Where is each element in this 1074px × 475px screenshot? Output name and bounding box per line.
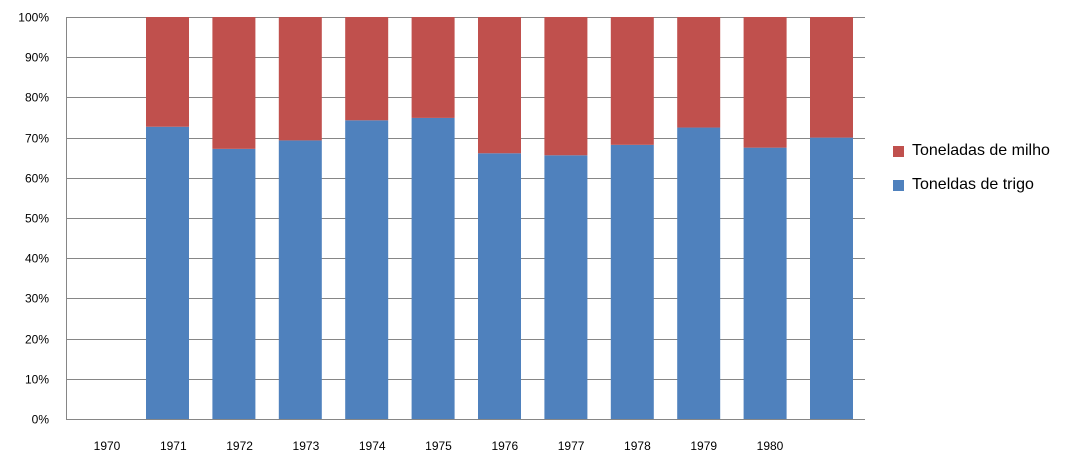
bar-segment-trigo bbox=[544, 155, 588, 419]
bar-segment-trigo bbox=[345, 120, 389, 420]
bar-segment-milho bbox=[212, 17, 256, 149]
x-tick-label: 1974 bbox=[359, 439, 386, 453]
x-tick-label: 1979 bbox=[690, 439, 717, 453]
bar-segment-milho bbox=[610, 17, 654, 145]
bar-segment-trigo bbox=[278, 140, 322, 419]
y-tick-label: 40% bbox=[25, 252, 49, 266]
x-tick-label: 1973 bbox=[293, 439, 320, 453]
bar-segment-milho bbox=[677, 17, 721, 128]
legend-item-trigo: Toneldas de trigo bbox=[893, 168, 1050, 202]
bar-segment-milho bbox=[345, 17, 389, 121]
x-tick-label: 1977 bbox=[558, 439, 585, 453]
y-tick-label: 80% bbox=[25, 91, 49, 105]
bar-segment-trigo bbox=[411, 117, 455, 419]
x-tick-label: 1980 bbox=[757, 439, 784, 453]
bar-segment-milho bbox=[544, 17, 588, 156]
bar-segment-milho bbox=[810, 17, 853, 138]
legend-item-milho: Toneladas de milho bbox=[893, 134, 1050, 168]
x-tick-label: 1975 bbox=[425, 439, 452, 453]
bar-segment-trigo bbox=[478, 153, 521, 419]
y-tick-label: 50% bbox=[25, 212, 49, 226]
y-tick-label: 70% bbox=[25, 132, 49, 146]
x-tick-label: 1971 bbox=[160, 439, 187, 453]
y-tick-label: 20% bbox=[25, 333, 49, 347]
bar-segment-trigo bbox=[743, 147, 787, 419]
y-tick-label: 60% bbox=[25, 172, 49, 186]
bar-segment-trigo bbox=[212, 148, 256, 419]
y-tick-label: 10% bbox=[25, 373, 49, 387]
y-tick-label: 90% bbox=[25, 51, 49, 65]
x-tick-label: 1972 bbox=[226, 439, 253, 453]
legend-label-milho: Toneladas de milho bbox=[912, 142, 1050, 159]
bar-segment-trigo bbox=[146, 126, 189, 419]
legend-swatch-milho bbox=[893, 145, 904, 157]
bar-segment-trigo bbox=[810, 137, 853, 419]
bar-segment-milho bbox=[146, 17, 189, 127]
bar-segment-milho bbox=[411, 17, 455, 118]
bar-segment-trigo bbox=[677, 127, 721, 420]
bar-segment-milho bbox=[743, 17, 787, 148]
bar-segment-milho bbox=[278, 17, 322, 141]
x-tick-label: 1970 bbox=[94, 439, 121, 453]
bar-segment-milho bbox=[478, 17, 521, 154]
legend-swatch-trigo bbox=[893, 179, 904, 191]
bar-segment-trigo bbox=[610, 144, 654, 419]
x-tick-label: 1976 bbox=[491, 439, 518, 453]
y-tick-label: 30% bbox=[25, 292, 49, 306]
x-tick-label: 1978 bbox=[624, 439, 651, 453]
y-tick-label: 0% bbox=[32, 413, 50, 427]
y-tick-label: 100% bbox=[18, 11, 49, 25]
legend: Toneladas de milho Toneldas de trigo bbox=[893, 134, 1050, 202]
legend-label-trigo: Toneldas de trigo bbox=[912, 176, 1034, 193]
